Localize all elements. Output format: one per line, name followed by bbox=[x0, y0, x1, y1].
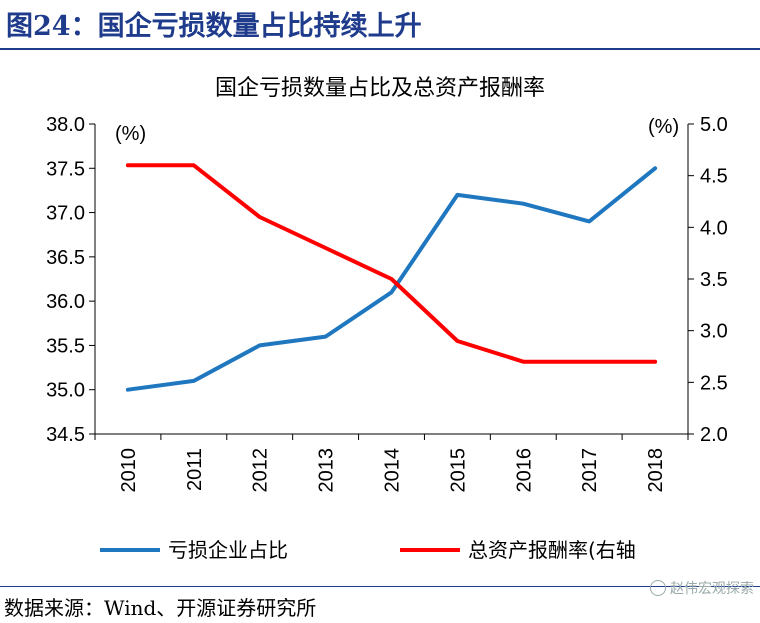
right-tick-label: 2.0 bbox=[700, 424, 728, 446]
right-tick-label: 5.0 bbox=[700, 114, 728, 136]
left-tick-label: 37.0 bbox=[46, 203, 85, 225]
left-tick-label: 34.5 bbox=[46, 424, 85, 446]
series-line-2 bbox=[125, 163, 658, 364]
right-tick-label: 3.5 bbox=[700, 269, 728, 291]
watermark: 赵伟宏观探索 bbox=[650, 578, 754, 598]
x-tick-label: 2017 bbox=[579, 448, 601, 493]
legend: 亏损企业占比 总资产报酬率(右轴 bbox=[100, 538, 636, 562]
watermark-text: 赵伟宏观探索 bbox=[670, 581, 754, 597]
line-chart: 国企亏损数量占比及总资产报酬率 34.5 35.0 35.5 36.0 36.5 37.0… bbox=[46, 76, 728, 562]
x-tick-label: 2011 bbox=[184, 448, 206, 491]
title-divider bbox=[0, 48, 760, 50]
left-unit-label: (%) bbox=[115, 123, 146, 145]
figure-title: 图24：国企亏损数量占比持续上升 bbox=[6, 11, 422, 42]
left-tick-label: 37.5 bbox=[46, 158, 85, 180]
x-tick-label: 2014 bbox=[382, 448, 404, 493]
wechat-icon bbox=[650, 580, 666, 596]
left-tick-label: 36.5 bbox=[46, 247, 85, 269]
x-tick-label: 2010 bbox=[118, 448, 140, 493]
series-line-1 bbox=[125, 166, 658, 392]
right-tick-label: 2.5 bbox=[700, 372, 728, 394]
right-tick-label: 3.0 bbox=[700, 321, 728, 343]
source-divider bbox=[0, 586, 760, 587]
series-layer bbox=[125, 163, 658, 392]
source-note: 数据来源：Wind、开源证券研究所 bbox=[4, 596, 317, 620]
left-tick-label: 35.0 bbox=[46, 380, 85, 402]
right-tick-label: 4.0 bbox=[700, 217, 728, 239]
legend-label-2: 总资产报酬率(右轴 bbox=[468, 538, 636, 562]
axes: 34.5 35.0 35.5 36.0 36.5 37.0 37.5 38.0 2.0 2.5 3.… bbox=[46, 114, 728, 493]
x-tick-label: 2013 bbox=[316, 448, 338, 493]
left-tick-label: 35.5 bbox=[46, 335, 85, 357]
left-tick-label: 38.0 bbox=[46, 114, 85, 136]
chart-title: 国企亏损数量占比及总资产报酬率 bbox=[215, 76, 545, 101]
legend-label-1: 亏损企业占比 bbox=[168, 538, 288, 562]
x-tick-label: 2012 bbox=[250, 448, 272, 493]
x-tick-label: 2018 bbox=[645, 448, 667, 493]
left-tick-label: 36.0 bbox=[46, 291, 85, 313]
x-tick-label: 2015 bbox=[447, 448, 469, 493]
x-tick-label: 2016 bbox=[513, 448, 535, 493]
right-unit-label: (%) bbox=[648, 116, 679, 138]
right-tick-label: 4.5 bbox=[700, 166, 728, 188]
